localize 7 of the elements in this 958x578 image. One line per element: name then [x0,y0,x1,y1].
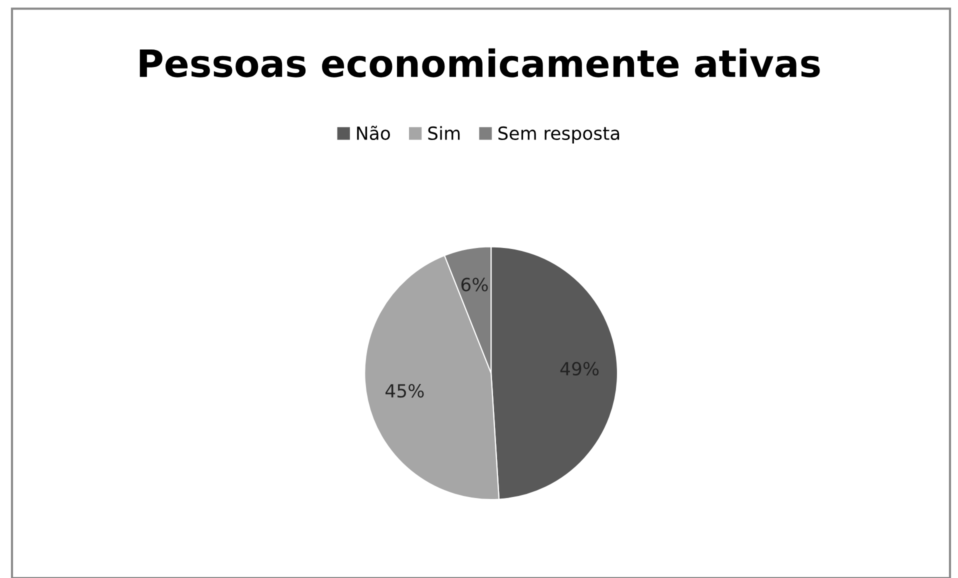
data-label: 45% [386,384,424,398]
data-label: 49% [560,362,599,376]
legend-label: Não [357,126,390,140]
legend-label: Sem resposta [498,126,620,144]
data-label: 6% [461,278,488,292]
legend-label: Sim [428,126,460,140]
chart-title: Pessoas economicamente ativas [140,48,820,78]
